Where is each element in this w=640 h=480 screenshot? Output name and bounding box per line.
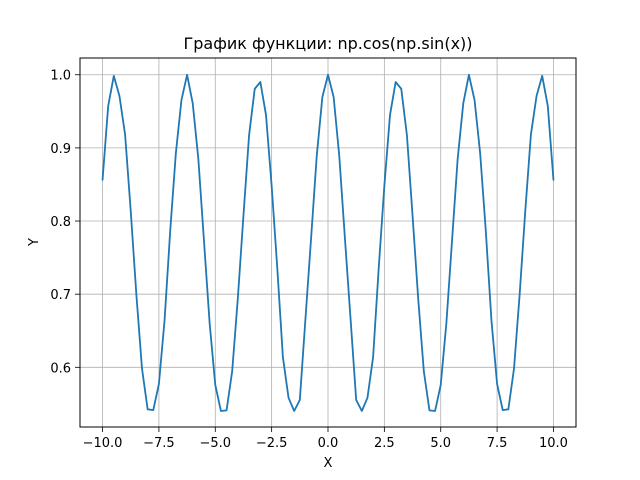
x-axis: −10.0 −7.5 −5.0 −2.5 0.0 2.5 5.0 7.5 10.0 <box>83 427 568 451</box>
x-tick-label: 0.0 <box>318 436 339 451</box>
y-tick-label: 0.6 <box>50 361 71 376</box>
chart-title: График функции: np.cos(np.sin(x)) <box>183 34 472 53</box>
y-axis: 0.6 0.7 0.8 0.9 1.0 <box>50 69 80 376</box>
x-tick-label: 7.5 <box>487 436 508 451</box>
x-tick-label: −5.0 <box>199 436 231 451</box>
x-axis-label: X <box>324 456 333 471</box>
x-tick-label: −2.5 <box>256 436 288 451</box>
y-tick-label: 0.8 <box>50 215 71 230</box>
x-tick-label: 2.5 <box>374 436 395 451</box>
x-tick-label: −10.0 <box>83 436 123 451</box>
x-tick-label: 5.0 <box>430 436 451 451</box>
x-tick-label: 10.0 <box>539 436 568 451</box>
y-tick-label: 0.9 <box>50 142 71 157</box>
y-tick-label: 1.0 <box>50 69 71 84</box>
y-tick-label: 0.7 <box>50 288 71 303</box>
series-line <box>101 73 555 412</box>
x-tick-label: −7.5 <box>143 436 175 451</box>
series-layer <box>101 73 555 412</box>
y-axis-label: Y <box>27 238 42 247</box>
